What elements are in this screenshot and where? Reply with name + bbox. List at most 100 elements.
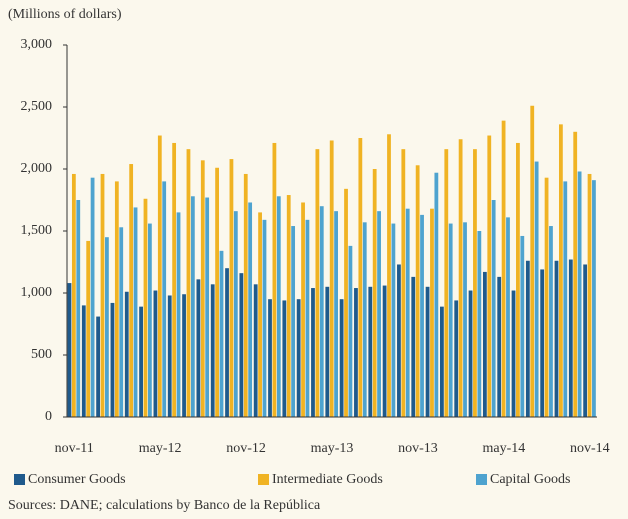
bar — [477, 231, 482, 417]
bar — [67, 283, 72, 417]
bar — [262, 219, 267, 417]
bar — [268, 299, 272, 417]
bar — [315, 149, 320, 417]
bar — [105, 237, 109, 417]
bar — [225, 268, 229, 417]
bar — [239, 273, 244, 417]
bar — [382, 285, 387, 417]
bar — [76, 200, 81, 417]
bar — [129, 164, 134, 417]
bar — [358, 138, 363, 417]
bar — [182, 294, 186, 417]
bar — [334, 211, 338, 417]
x-tick-label: nov-13 — [398, 441, 438, 456]
bar — [405, 208, 410, 417]
legend-swatch — [14, 474, 25, 485]
bar — [354, 288, 358, 417]
legend-label: Intermediate Goods — [272, 472, 383, 487]
bar — [157, 135, 162, 417]
bar — [291, 226, 296, 417]
bar — [286, 195, 291, 417]
bar — [296, 299, 301, 417]
bar — [487, 135, 492, 417]
legend-label: Consumer Goods — [28, 472, 126, 487]
bar — [563, 181, 568, 417]
bar — [558, 124, 563, 418]
bar — [325, 286, 330, 417]
bar — [71, 173, 76, 417]
y-tick-label: 500 — [31, 347, 52, 362]
y-tick-label: 0 — [45, 409, 52, 424]
bar — [243, 173, 248, 417]
bar — [248, 202, 253, 417]
bar — [215, 167, 220, 417]
bar — [540, 269, 545, 417]
x-tick-label: may-14 — [483, 441, 526, 456]
bar — [329, 140, 334, 418]
bar — [463, 222, 467, 417]
bar — [86, 240, 91, 417]
bar — [319, 206, 324, 417]
bar — [511, 290, 516, 417]
bar — [100, 173, 105, 417]
y-tick-label: 2,000 — [21, 161, 53, 176]
bar — [368, 286, 373, 417]
bar — [205, 197, 210, 417]
bar — [458, 139, 463, 418]
bar — [282, 300, 287, 417]
bar — [176, 212, 181, 417]
bar — [573, 131, 578, 418]
bar — [468, 290, 473, 417]
bar — [415, 165, 420, 417]
bar — [372, 169, 377, 417]
bar — [397, 264, 401, 417]
bar — [568, 259, 573, 417]
bar — [147, 223, 152, 417]
bar — [587, 173, 592, 417]
bar — [420, 214, 424, 417]
bar — [501, 120, 506, 417]
bar — [272, 142, 277, 417]
bar — [525, 260, 530, 417]
bar — [339, 299, 344, 417]
bar — [210, 284, 215, 417]
bar — [482, 271, 487, 417]
y-tick-label: 1,000 — [21, 285, 53, 300]
bar — [253, 284, 258, 417]
bar — [387, 134, 391, 417]
bar — [276, 196, 281, 417]
bar — [516, 142, 520, 417]
bar — [143, 198, 148, 417]
bar — [425, 286, 430, 417]
bar — [391, 223, 396, 417]
bar — [448, 223, 453, 417]
bar — [454, 300, 459, 417]
x-tick-label: nov-11 — [55, 441, 94, 456]
x-tick-label: may-13 — [311, 441, 354, 456]
bar — [162, 181, 167, 417]
x-tick-label: may-12 — [139, 441, 182, 456]
bar — [119, 227, 124, 417]
bar — [434, 172, 439, 417]
bar — [377, 211, 381, 417]
y-tick-label: 2,500 — [21, 99, 53, 114]
bar — [186, 149, 191, 417]
bar — [530, 105, 535, 417]
bar — [311, 288, 315, 417]
source-note: Sources: DANE; calculations by Banco de … — [8, 498, 321, 513]
y-tick-label: 3,000 — [21, 37, 53, 52]
y-tick-label: 1,500 — [21, 223, 53, 238]
bar — [344, 188, 348, 417]
bar — [301, 202, 305, 417]
bar — [444, 149, 449, 417]
bar — [473, 149, 477, 417]
x-tick-label: nov-14 — [570, 441, 610, 456]
legend-swatch — [258, 474, 269, 485]
bar — [90, 177, 95, 417]
legend-swatch — [476, 474, 487, 485]
bar — [592, 180, 596, 417]
y-axis-label: (Millions of dollars) — [8, 7, 122, 22]
bar — [520, 235, 525, 417]
bar — [219, 250, 224, 417]
